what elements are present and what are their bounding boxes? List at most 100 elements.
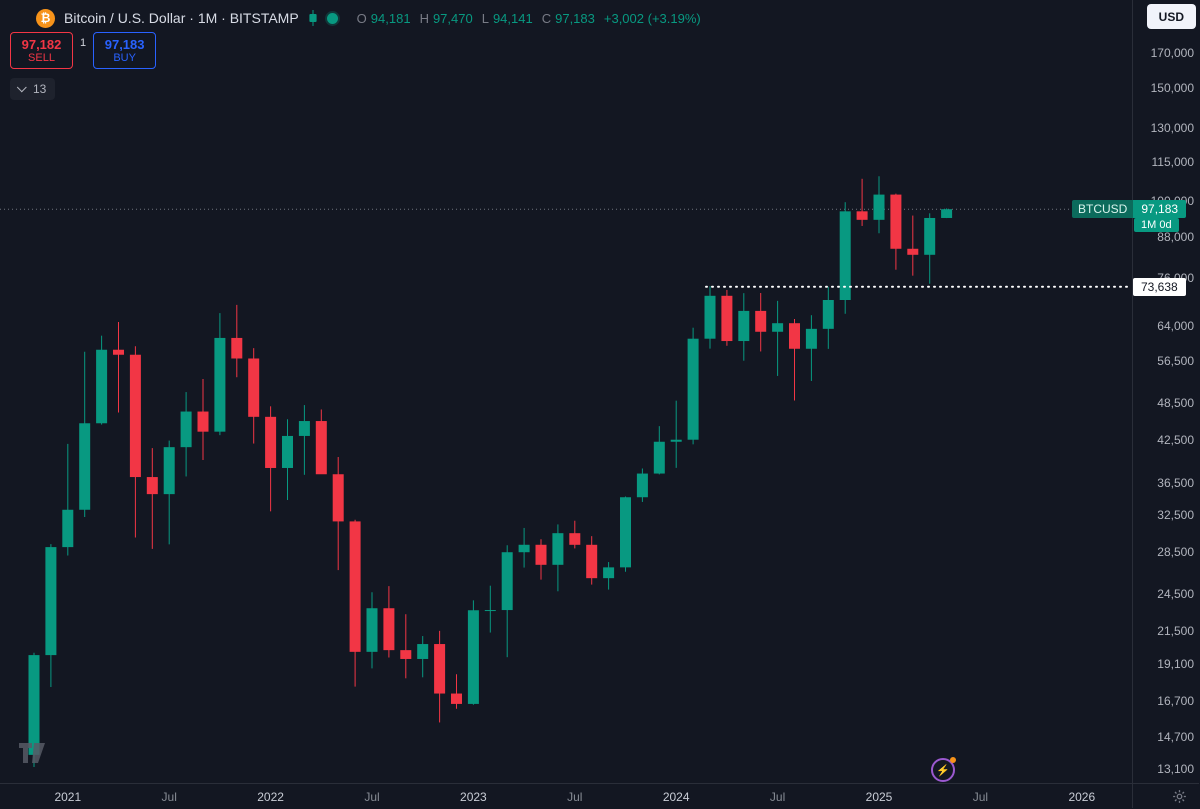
candle: [738, 293, 750, 361]
settings-gear-icon[interactable]: [1172, 789, 1187, 804]
candle: [163, 440, 175, 545]
lightning-icon: ⚡: [936, 764, 950, 777]
candle: [501, 545, 513, 658]
candle: [890, 193, 902, 270]
spark-assistant-button[interactable]: ⚡: [931, 757, 956, 782]
candle: [687, 327, 699, 445]
price-tick-label: 48,500: [1157, 396, 1194, 411]
price-tick-label: 170,000: [1150, 46, 1194, 60]
candle: [484, 585, 496, 633]
candle: [721, 289, 733, 346]
open-value: 94,181: [370, 10, 411, 26]
candle: [704, 286, 716, 349]
price-tick-label: 14,700: [1157, 729, 1194, 744]
chart-legend[interactable]: ₿ Bitcoin / U.S. Dollar · 1M · BITSTAMP …: [36, 7, 706, 29]
currency-button[interactable]: USD: [1146, 4, 1196, 29]
candle: [941, 208, 953, 219]
candle: [856, 178, 868, 226]
candle: [248, 348, 260, 444]
candle: [79, 351, 91, 517]
time-axis[interactable]: 2021 Jul 2022 Jul 2023 Jul 2024 Jul 2025 Jul 2026: [0, 783, 1132, 809]
high-label: H: [419, 10, 429, 26]
time-tick-label: Jul: [161, 789, 177, 804]
candle: [873, 176, 885, 234]
price-label-symbol: BTCUSD: [1072, 200, 1134, 219]
sell-button[interactable]: 97,182 SELL: [10, 32, 73, 69]
market-status-icon[interactable]: [326, 12, 338, 24]
close-label: C: [541, 10, 552, 26]
candle: [586, 536, 598, 585]
time-tick-label: 2025: [865, 789, 893, 804]
legend-collapse-button[interactable]: 13: [10, 78, 56, 100]
candle: [214, 313, 226, 436]
low-value: 94,141: [492, 10, 533, 26]
time-tick-label: 2026: [1068, 789, 1096, 804]
candle: [789, 319, 800, 401]
price-tick-label: 13,100: [1157, 762, 1194, 776]
time-tick-label: 2022: [257, 789, 284, 804]
price-tick-label: 21,500: [1157, 623, 1194, 638]
candle: [349, 519, 361, 687]
candle: [366, 592, 378, 669]
chevron-down-icon: [16, 81, 27, 92]
price-tick-label: 115,000: [1151, 155, 1195, 170]
candle: [265, 406, 277, 512]
candle: [113, 322, 124, 413]
candle: [839, 202, 851, 314]
axis-corner: [1132, 783, 1199, 808]
symbol-title[interactable]: Bitcoin / U.S. Dollar · 1M · BITSTAMP: [64, 10, 299, 26]
trade-panel: 97,182 SELL 1 97,183 BUY: [10, 32, 157, 69]
high-value: 97,470: [432, 10, 473, 26]
candle: [180, 392, 192, 477]
candle: [62, 443, 74, 556]
low-label: L: [481, 10, 489, 26]
candle: [45, 544, 57, 687]
time-tick-label: 2024: [662, 789, 690, 804]
candle: [552, 524, 564, 592]
time-tick-label: Jul: [769, 789, 786, 804]
candle: [417, 636, 429, 678]
price-tick-label: 19,100: [1157, 656, 1194, 671]
candle: [96, 335, 108, 425]
price-tick-label: 56,500: [1157, 353, 1194, 368]
candlestick-chart[interactable]: [0, 0, 1132, 783]
candle: [146, 448, 158, 549]
candle: [755, 293, 767, 352]
price-axis[interactable]: 170,000150,000130,000115,000100,00088,00…: [1132, 0, 1200, 783]
candle: [822, 286, 834, 349]
price-tick-label: 130,000: [1150, 120, 1194, 135]
buy-button[interactable]: 97,183 BUY: [93, 32, 157, 69]
candle: [518, 527, 530, 568]
sell-label: SELL: [28, 51, 55, 64]
candle: [772, 300, 784, 376]
time-tick-label: 2021: [54, 789, 82, 804]
current-price-axis-label: BTCUSD 97,183: [1072, 200, 1187, 219]
tradingview-logo[interactable]: [18, 743, 46, 768]
change-value: +3,002 (+3.19%): [603, 10, 701, 26]
candle: [315, 409, 327, 475]
candle: [231, 304, 243, 378]
candle: [298, 405, 310, 475]
bar-countdown-label: 1M 0d: [1134, 218, 1179, 233]
time-tick-label: 2023: [460, 789, 487, 804]
candles: [28, 176, 953, 767]
candle: [907, 215, 919, 276]
time-tick-label: Jul: [567, 789, 583, 804]
ohlc-readout: O 94,181 H 97,470 L 94,141 C 97,183 +3,0…: [357, 11, 706, 26]
close-value: 97,183: [555, 10, 595, 26]
candle: [670, 400, 682, 468]
candle: [603, 562, 615, 590]
bitcoin-logo-icon: ₿: [36, 8, 55, 28]
legend-collapsed-count: 13: [33, 82, 47, 96]
candle: [129, 346, 141, 538]
price-tick-label: 32,500: [1157, 508, 1194, 523]
candle: [636, 468, 648, 502]
price-tick-label: 150,000: [1150, 80, 1194, 95]
candlestick-style-icon: [309, 10, 317, 26]
candle: [535, 539, 547, 580]
spark-dot-icon: [950, 757, 956, 763]
price-tick-label: 24,500: [1157, 587, 1194, 602]
candle: [400, 614, 412, 679]
candle: [451, 674, 462, 709]
price-tick-label: 16,700: [1157, 694, 1194, 709]
